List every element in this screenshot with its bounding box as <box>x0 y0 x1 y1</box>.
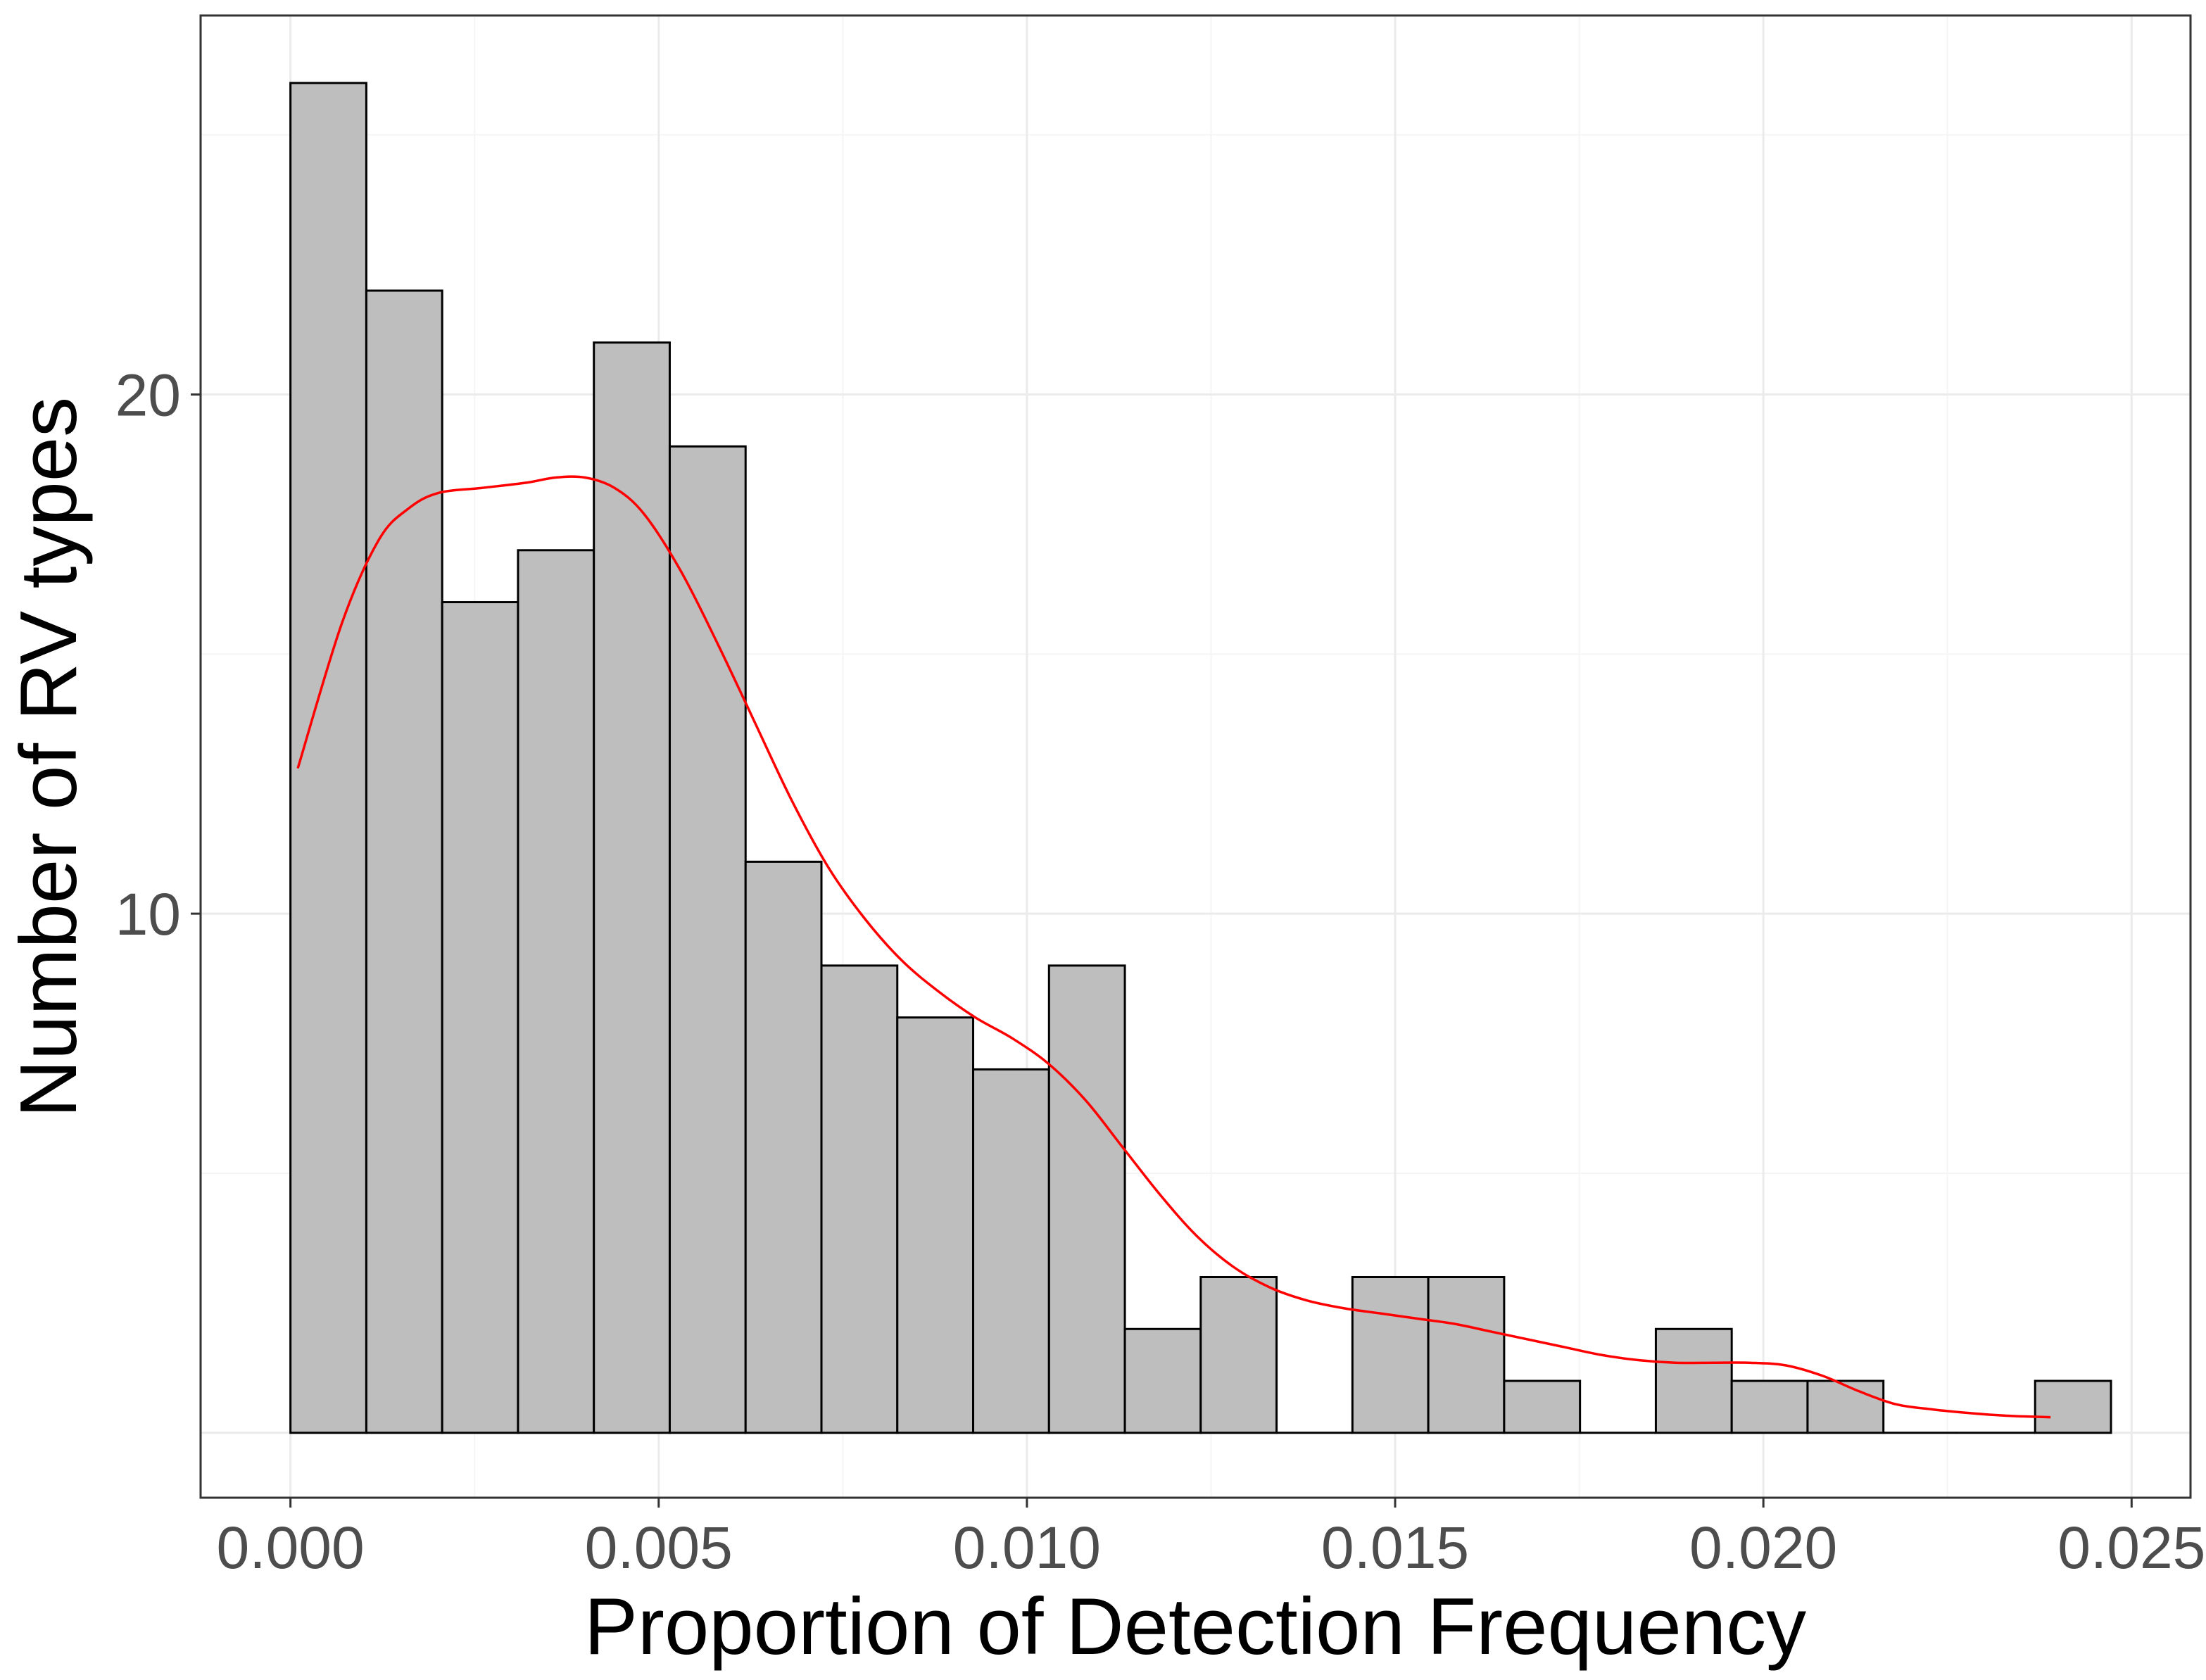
y-tick-label: 20 <box>115 362 181 428</box>
histogram-bar-20 <box>1806 1379 1885 1434</box>
x-tick-label: 0.020 <box>1689 1515 1837 1581</box>
histogram-bar-23 <box>2034 1379 2112 1434</box>
histogram-bar-2 <box>441 601 519 1434</box>
histogram-bar-4 <box>593 341 671 1434</box>
density-curve <box>296 475 2051 1419</box>
panel-border <box>199 14 2192 1499</box>
x-tick-label: 0.005 <box>585 1515 733 1581</box>
histogram-bars <box>289 82 2112 1434</box>
histogram-bar-6 <box>744 860 823 1434</box>
histogram-bar-12 <box>1199 1275 1278 1434</box>
x-axis-title: Proportion of Detection Frequency <box>584 1582 1806 1672</box>
histogram-bar-11 <box>1123 1327 1202 1434</box>
x-tick-label: 0.025 <box>2057 1515 2205 1581</box>
histogram-bar-8 <box>896 1016 975 1434</box>
histogram-bar-0 <box>289 82 367 1434</box>
histogram-bar-14 <box>1351 1275 1430 1434</box>
y-tick-label: 10 <box>115 881 181 947</box>
histogram-bar-10 <box>1047 964 1126 1434</box>
x-axis-ticks: 0.000 0.005 0.010 0.015 0.020 0.025 <box>217 1498 2205 1581</box>
histogram-bar-3 <box>517 549 595 1434</box>
histogram-bar-15 <box>1427 1275 1506 1434</box>
histogram-bar-5 <box>668 445 747 1434</box>
x-tick-label: 0.015 <box>1321 1515 1469 1581</box>
histogram-bar-7 <box>820 964 899 1434</box>
y-axis-ticks: 10 20 <box>115 362 201 947</box>
x-tick-label: 0.010 <box>953 1515 1101 1581</box>
histogram-bar-9 <box>972 1068 1050 1434</box>
histogram-bar-16 <box>1503 1379 1582 1434</box>
histogram-bar-1 <box>365 289 443 1434</box>
x-tick-label: 0.000 <box>217 1515 365 1581</box>
density-curve-line <box>296 475 2051 1419</box>
y-axis-title: Number of RV types <box>4 397 94 1118</box>
histogram-bar-19 <box>1730 1379 1809 1434</box>
histogram-bar-18 <box>1654 1327 1733 1434</box>
